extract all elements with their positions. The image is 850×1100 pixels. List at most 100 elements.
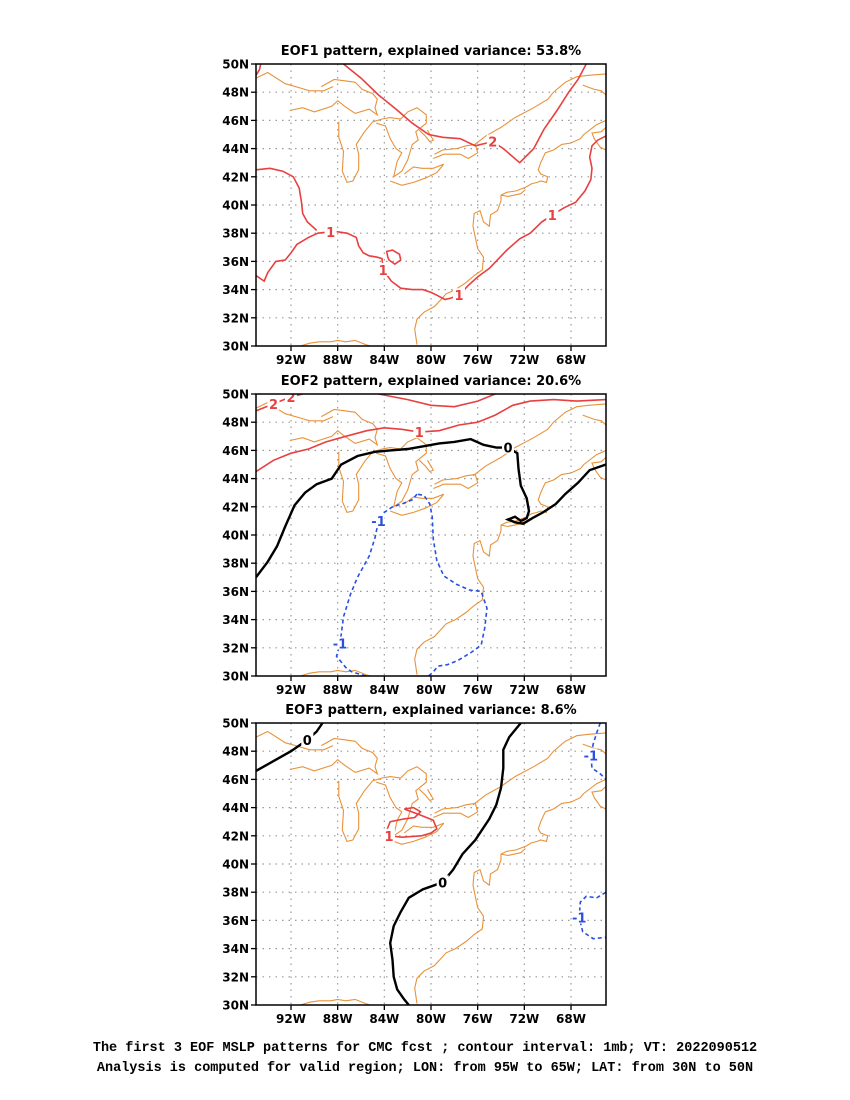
x-tick-label: 68W (556, 683, 586, 697)
x-tick-label: 88W (323, 683, 353, 697)
y-tick-label: 34N (222, 283, 249, 297)
x-tick-label: 76W (463, 353, 493, 367)
coastline (414, 464, 585, 675)
contour-label: 2 (286, 391, 295, 406)
y-tick-label: 38N (222, 557, 249, 571)
coastline (591, 456, 606, 481)
contour-label-bg (453, 288, 465, 302)
contour-line-level-0 (388, 723, 522, 1005)
contour-label-bg (372, 513, 385, 527)
contour-line-level-1 (256, 135, 606, 301)
coastline (338, 437, 427, 514)
contour-label: 2 (269, 398, 278, 413)
y-tick-label: 42N (222, 500, 249, 514)
coastline (583, 449, 606, 465)
contour-line-level-0 (256, 723, 324, 772)
coastline (256, 71, 334, 92)
y-tick-label: 32N (222, 311, 249, 325)
y-tick-label: 48N (222, 745, 249, 759)
coastline (256, 730, 334, 751)
coastline (289, 737, 379, 776)
panel-title: EOF1 pattern, explained variance: 53.8% (281, 44, 581, 59)
contour-label-bg (486, 134, 499, 148)
x-tick-label: 84W (369, 1012, 399, 1026)
y-tick-label: 50N (222, 58, 249, 72)
contour-label-bg (546, 207, 559, 221)
coastline (472, 403, 606, 477)
y-tick-label: 44N (222, 472, 249, 486)
coastline (583, 119, 606, 135)
coastline (500, 848, 526, 857)
x-tick-label: 68W (556, 353, 586, 367)
y-tick-label: 32N (222, 970, 249, 984)
eof3-panel: EOF3 pattern, explained variance: 8.6% 0 0… (222, 703, 607, 1026)
coastline (300, 669, 371, 676)
coastline (338, 107, 427, 184)
x-tick-label: 92W (276, 353, 306, 367)
y-tick-label: 34N (222, 613, 249, 627)
x-tick-label: 84W (369, 353, 399, 367)
contour-label-bg (573, 910, 586, 924)
contour-label-bg (301, 732, 314, 746)
contour-label: -1 (371, 515, 385, 530)
y-tick-label: 36N (222, 255, 249, 269)
coastline (472, 73, 606, 147)
y-tick-label: 40N (222, 529, 249, 543)
y-tick-label: 38N (222, 227, 249, 241)
coastline (390, 822, 445, 845)
contour-line-level-1 (385, 249, 402, 266)
x-tick-label: 92W (276, 683, 306, 697)
coastline (289, 408, 379, 447)
contour-label: 2 (488, 136, 497, 151)
x-tick-label: 72W (509, 353, 539, 367)
x-tick-label: 88W (323, 353, 353, 367)
coastline (582, 414, 606, 426)
contour-line-level-2 (378, 394, 496, 408)
eof2-panel: EOF2 pattern, explained variance: 20.6%2… (222, 374, 607, 697)
x-tick-label: 76W (463, 683, 493, 697)
y-tick-label: 50N (222, 388, 249, 402)
contour-label: 0 (503, 442, 512, 457)
coastline (433, 802, 479, 819)
contour-line-level-minus1 (589, 723, 606, 780)
coastline (433, 143, 479, 160)
x-tick-label: 72W (509, 683, 539, 697)
x-tick-label: 76W (463, 1012, 493, 1026)
contour-label: 1 (454, 289, 463, 304)
contour-label: -1 (333, 638, 347, 653)
contour-label: -1 (572, 912, 586, 927)
coastline (414, 793, 585, 1004)
x-tick-label: 80W (416, 683, 446, 697)
coastline (418, 459, 435, 473)
contour-line-level-1 (256, 167, 318, 231)
contour-label-bg (436, 875, 449, 889)
contour-label: 1 (548, 209, 557, 224)
y-tick-label: 30N (222, 999, 249, 1013)
contour-label: 0 (438, 876, 447, 891)
contour-label: 1 (384, 830, 393, 845)
coastline (591, 126, 606, 151)
x-tick-label: 84W (369, 683, 399, 697)
y-tick-label: 44N (222, 142, 249, 156)
contour-label: 1 (415, 426, 424, 441)
y-tick-label: 36N (222, 914, 249, 928)
coastline (390, 493, 445, 516)
contour-label-bg (377, 262, 390, 276)
y-tick-label: 38N (222, 886, 249, 900)
coastline (583, 778, 606, 794)
contour-line-level-1 (256, 64, 262, 76)
x-tick-label: 72W (509, 1012, 539, 1026)
contour-label: 1 (379, 264, 388, 279)
y-tick-label: 42N (222, 170, 249, 184)
panel-title: EOF2 pattern, explained variance: 20.6% (281, 374, 581, 389)
coastline (591, 786, 606, 810)
coastline (390, 163, 445, 186)
figure-caption-line2: Analysis is computed for valid region; L… (96, 1061, 754, 1076)
contour-line-level-minus1 (578, 891, 606, 940)
contour-label: 0 (303, 734, 312, 749)
y-tick-label: 50N (222, 717, 249, 731)
contour-label-bg (285, 394, 297, 403)
y-tick-label: 46N (222, 773, 249, 787)
y-tick-label: 48N (222, 86, 249, 100)
